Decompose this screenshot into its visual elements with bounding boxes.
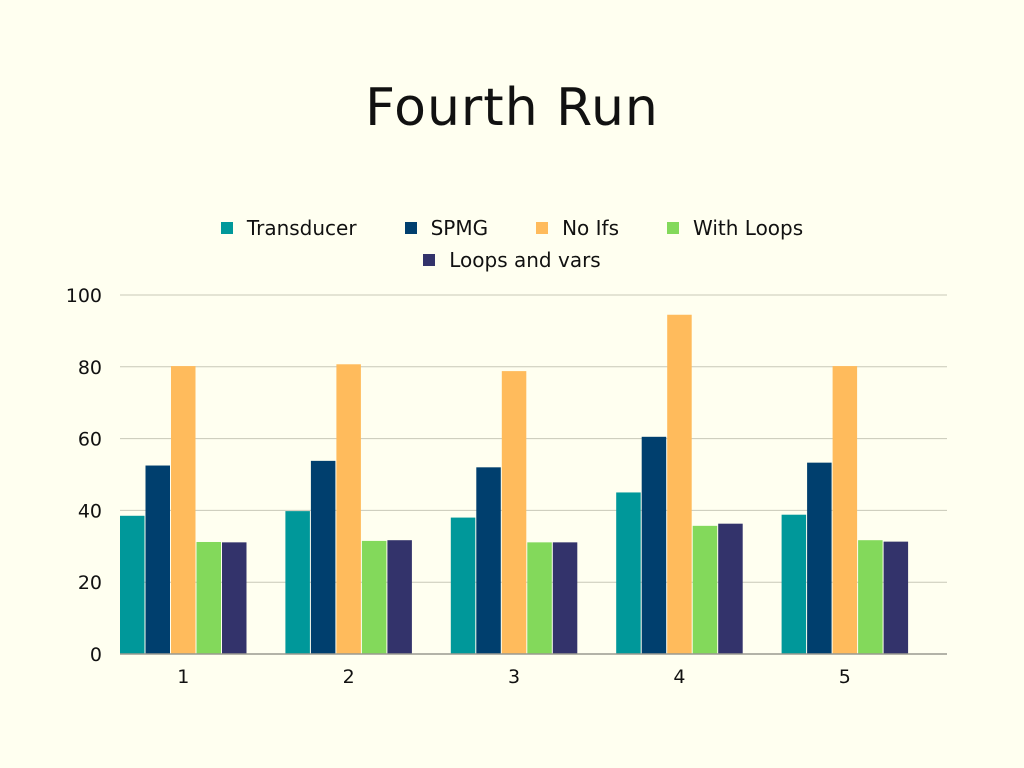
bar-no-ifs-2 xyxy=(336,364,361,654)
bar-spmg-5 xyxy=(807,462,832,654)
y-tick-label-20: 20 xyxy=(78,572,102,594)
x-tick-label-4: 4 xyxy=(673,666,685,688)
bar-loops-and-vars-2 xyxy=(387,540,412,654)
legend-swatch-transducer xyxy=(220,222,233,234)
bar-transducer-5 xyxy=(781,514,807,654)
bar-loops-and-vars-4 xyxy=(718,523,743,654)
legend-item-spmg: SPMG xyxy=(404,216,489,240)
legend-swatch-spmg xyxy=(404,222,417,234)
legend-item-transducer: Transducer xyxy=(220,216,357,240)
legend-swatch-with-loops xyxy=(667,222,680,234)
y-tick-label-100: 100 xyxy=(66,285,102,307)
bar-no-ifs-1 xyxy=(171,366,196,654)
bar-spmg-3 xyxy=(476,467,501,654)
y-tick-label-0: 0 xyxy=(90,644,102,666)
bar-spmg-2 xyxy=(310,460,336,654)
legend-label-loops-and-vars: Loops and vars xyxy=(449,248,601,272)
legend-item-loops-and-vars: Loops and vars xyxy=(423,248,601,272)
legend-label-transducer: Transducer xyxy=(246,216,357,240)
legend-item-no-ifs: No Ifs xyxy=(536,216,619,240)
legend-label-no-ifs: No Ifs xyxy=(562,216,620,240)
y-tick-label-60: 60 xyxy=(78,429,102,451)
bar-with-loops-4 xyxy=(692,525,718,654)
bar-no-ifs-5 xyxy=(832,366,858,654)
bar-spmg-1 xyxy=(145,465,170,654)
bar-transducer-2 xyxy=(285,511,310,654)
x-tick-label-2: 2 xyxy=(343,666,355,688)
legend-row-2: Loops and vars xyxy=(112,244,912,276)
x-tick-label-5: 5 xyxy=(839,666,851,688)
bar-no-ifs-4 xyxy=(667,314,692,654)
legend-swatch-no-ifs xyxy=(536,222,549,234)
bar-loops-and-vars-1 xyxy=(222,542,247,654)
bar-with-loops-2 xyxy=(361,540,387,654)
legend-item-with-loops: With Loops xyxy=(667,216,803,240)
legend-row-1: Transducer SPMG No Ifs With Loops xyxy=(112,212,912,244)
y-tick-label-40: 40 xyxy=(78,500,102,522)
bar-with-loops-5 xyxy=(858,540,883,654)
x-tick-label-3: 3 xyxy=(508,666,520,688)
bar-transducer-4 xyxy=(616,492,641,654)
legend-label-spmg: SPMG xyxy=(430,216,489,240)
bar-no-ifs-3 xyxy=(501,371,527,654)
x-tick-label-1: 1 xyxy=(177,666,189,688)
bar-with-loops-3 xyxy=(527,542,552,654)
bar-with-loops-1 xyxy=(196,541,221,654)
bar-spmg-4 xyxy=(641,436,667,654)
legend: Transducer SPMG No Ifs With Loops Loops … xyxy=(112,212,912,276)
y-tick-label-80: 80 xyxy=(78,357,102,379)
chart-title: Fourth Run xyxy=(365,78,659,138)
bar-transducer-1 xyxy=(120,515,145,654)
bar-loops-and-vars-5 xyxy=(883,541,909,654)
bar-loops-and-vars-3 xyxy=(552,542,578,654)
legend-swatch-loops-and-vars xyxy=(423,254,436,266)
legend-label-with-loops: With Loops xyxy=(693,216,804,240)
bar-transducer-3 xyxy=(450,517,476,654)
